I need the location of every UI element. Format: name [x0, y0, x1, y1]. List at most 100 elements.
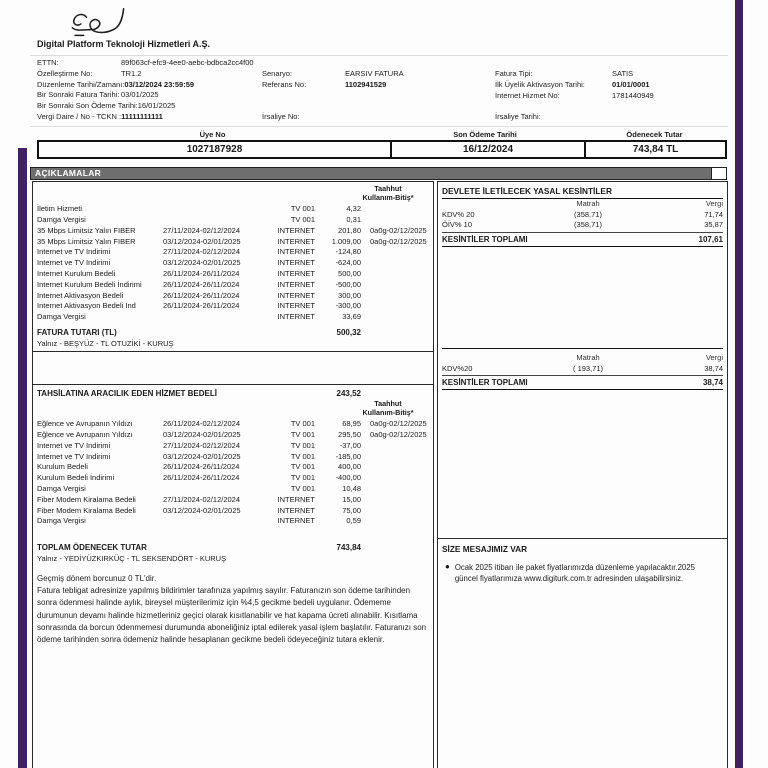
- charge-service: INTERNET: [277, 247, 316, 257]
- table-row: Kurulum Bedeli 26/11/2024-26/11/2024 TV …: [33, 462, 433, 472]
- tahsilat-amount: 243,52: [336, 389, 361, 398]
- charge-amount: 0,31: [346, 214, 361, 224]
- tax-base: (358,71): [574, 209, 602, 219]
- meta-value: TR1.2: [121, 68, 142, 78]
- table-row: Internet ve TV Indirimi 03/12/2024-02/01…: [33, 452, 433, 462]
- charge-service: TV 001: [290, 204, 315, 214]
- charge-taahhut: [361, 441, 429, 451]
- deductions-total-amount: 107,61: [698, 234, 723, 244]
- charge-service: TV 001: [290, 483, 315, 493]
- charge-period: 26/11/2024-26/11/2024: [163, 301, 240, 311]
- meta-value: 1781440949: [612, 90, 654, 100]
- table-row: Fiber Modem Kiralama Bedeli 03/12/2024-0…: [33, 506, 433, 516]
- table-row: Damga Vergisi TV 001 10,48: [33, 484, 433, 494]
- taahhut-line1: Taahhut: [374, 399, 402, 408]
- table-row: 35 Mbps Limitsiz Yalın FIBER 03/12/2024-…: [33, 237, 433, 247]
- meta-value: EARSIV FATURA: [345, 69, 404, 78]
- summary-box: 1027187928 16/12/2024 743,84 TL: [37, 140, 727, 159]
- tahsilat-title-row: TAHSİLATINA ARACILIK EDEN HİZMET BEDELİ …: [33, 388, 433, 399]
- bar-end-notch: [711, 168, 726, 179]
- charge-desc: Internet ve TV Indirimi: [37, 440, 111, 450]
- charge-service: TV 001: [290, 473, 315, 483]
- tax-amount: 38,74: [704, 363, 723, 373]
- charge-desc: Internet ve TV Indirimi: [37, 247, 111, 257]
- charge-taahhut: 0a0g-02/12/2025: [370, 236, 427, 246]
- charge-period: 26/11/2024-26/11/2024: [163, 473, 240, 483]
- charge-service: INTERNET: [277, 279, 316, 289]
- charges-panel: Taahhut Kullanım-Bitiş* İletim Hizmeti T…: [32, 181, 434, 768]
- deductions-block-2: Matrah Vergi KDV%20 ( 193,71) 38,74 KESİ…: [442, 348, 723, 390]
- charge-service: TV 001: [290, 429, 315, 439]
- taahhut-line2: Kullanım-Bitiş*: [362, 192, 414, 202]
- charge-service: INTERNET: [277, 268, 316, 278]
- footer-notes: Geçmiş dönem borcunuz 0 TL'dir. Fatura t…: [33, 573, 433, 646]
- charge-desc: Damga Vergisi: [37, 516, 86, 526]
- charge-desc: 35 Mbps Limitsiz Yalın FIBER: [37, 225, 136, 235]
- meta-label: Senaryo:: [262, 69, 293, 78]
- charges-table-1: Taahhut Kullanım-Bitiş* İletim Hizmeti T…: [33, 184, 433, 349]
- charge-desc: Internet Kurulum Bedeli İndirimi: [37, 279, 142, 289]
- charge-amount: 68,95: [342, 419, 361, 429]
- charge-taahhut: [361, 301, 429, 311]
- meta-row: Bir Sonraki Son Ödeme Tarihi:16/01/2025: [37, 101, 254, 112]
- vergi-header: Vergi: [705, 353, 723, 362]
- message-text: Ocak 2025 itibarı ile paket fiyatlarımız…: [454, 563, 695, 583]
- summary-header-odenecek: Ödenecek Tutar: [626, 130, 683, 139]
- past-due-note: Geçmiş dönem borcunuz 0 TL'dir.: [37, 574, 157, 583]
- charge-amount: 0,59: [346, 516, 361, 526]
- divider: [33, 351, 433, 352]
- charge-service: INTERNET: [277, 494, 316, 504]
- charge-taahhut: [361, 269, 429, 279]
- charge-period: 27/11/2024-02/12/2024: [163, 247, 241, 257]
- charge-taahhut: [361, 247, 429, 257]
- charge-period: [163, 484, 265, 494]
- charge-amount: 500,00: [338, 268, 361, 278]
- spacer: [495, 101, 654, 112]
- charge-period: 03/12/2024-02/01/2025: [163, 429, 241, 439]
- spacer: [262, 91, 404, 102]
- grand-total-block: TOPLAM ÖDENECEK TUTAR 743,84 Yalnız - YE…: [33, 542, 433, 646]
- charge-period: 03/12/2024-02/01/2025: [163, 258, 241, 268]
- charge-taahhut: [361, 258, 429, 268]
- tax-amount: 35,87: [704, 220, 723, 229]
- payment-terms-note: Fatura tebligat adresinize yapılmış bild…: [37, 586, 427, 645]
- charge-amount: -300,00: [335, 301, 361, 311]
- table-row: Internet Kurulum Bedeli İndirimi 26/11/2…: [33, 280, 433, 290]
- deductions-total-amount: 38,74: [702, 378, 723, 387]
- fatura-tutari-row: FATURA TUTARI (TL) 500,32: [33, 327, 433, 338]
- meta-row: İnternet Hizmet No: 1781440949: [495, 91, 654, 102]
- meta-row: Bir Sonraki Fatura Tarihi: 03/01/2025: [37, 90, 254, 101]
- charge-amount: 75,00: [342, 505, 361, 515]
- charge-period: 26/11/2024-26/11/2024: [163, 279, 240, 289]
- meta-column-right: Fatura Tipi: SATIS İlk Üyelik Aktivasyon …: [495, 69, 654, 123]
- meta-row: İrsaliye Tarihi:: [495, 112, 654, 123]
- charge-amount: -185,00: [335, 451, 361, 461]
- meta-label: Referans No:: [262, 79, 307, 89]
- charge-service: TV 001: [290, 440, 315, 450]
- charge-desc: Internet Aktivasyon Bedeli: [37, 290, 124, 300]
- charge-desc: Eğlence ve Avrupanın Yıldızı: [37, 419, 133, 429]
- charge-amount: -500,00: [335, 279, 361, 289]
- table-row: KDV% 20 (358,71) 71,74: [442, 210, 723, 221]
- meta-label: ETTN:: [37, 58, 59, 67]
- charge-amount: 10,48: [342, 483, 361, 493]
- charges-table-2-rows: Eğlence ve Avrupanın Yıldızı 26/11/2024-…: [33, 419, 433, 526]
- tax-base: (358,71): [574, 220, 602, 229]
- charge-service: INTERNET: [277, 225, 316, 235]
- meta-label: Vergi Daire / No - TCKN :: [37, 111, 122, 121]
- meta-row: Özelleştirme No: TR1.2: [37, 69, 254, 80]
- charge-amount: 400,00: [338, 462, 361, 472]
- meta-value: 03/12/2024 23:59:59: [124, 79, 195, 89]
- charge-service: INTERNET: [277, 505, 316, 515]
- tahsilat-title: TAHSİLATINA ARACILIK EDEN HİZMET BEDELİ: [37, 389, 217, 398]
- charge-period: [163, 312, 265, 322]
- company-name: Digital Platform Teknoloji Hizmetleri A.…: [37, 39, 211, 49]
- charge-desc: Damga Vergisi: [37, 214, 86, 224]
- fatura-tutari-label: FATURA TUTARI (TL): [37, 327, 117, 337]
- meta-row: İrsaliye No:: [262, 112, 404, 123]
- toplam-row: TOPLAM ÖDENECEK TUTAR 743,84: [33, 542, 433, 553]
- charge-amount: -624,00: [335, 258, 361, 268]
- summary-header-uye-no: Üye No: [199, 130, 226, 139]
- matrah-header: Matrah: [576, 353, 600, 362]
